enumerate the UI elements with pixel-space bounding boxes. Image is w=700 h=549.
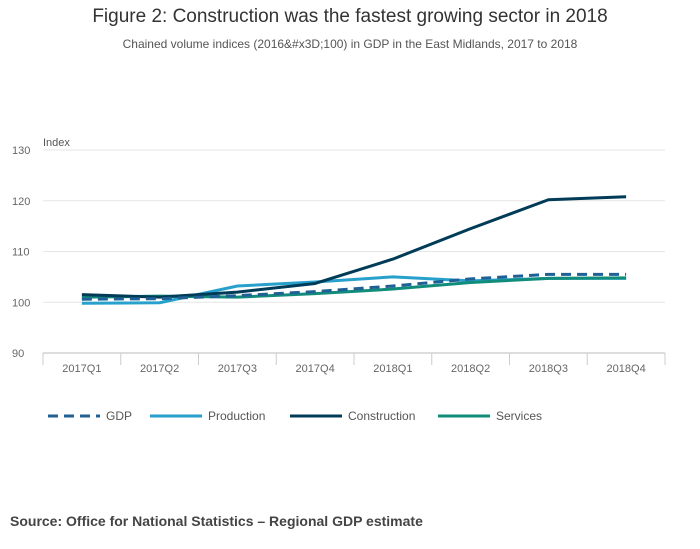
x-tick-label: 2017Q2 [140,363,179,375]
x-tick-label: 2017Q3 [218,363,257,375]
x-tick-label: 2018Q4 [607,363,646,375]
series-lines [81,195,627,305]
legend-label-services: Services [496,409,542,423]
gridlines [43,149,665,354]
x-axis: 2017Q1 2017Q2 2017Q3 2017Q4 2018Q1 2018Q2 2018… [42,353,666,375]
y-tick-label: 110 [12,247,30,259]
series-line-gdp [81,272,627,301]
y-tick-label: 130 [12,145,30,157]
y-tick-label: 100 [12,297,30,309]
series-line-construction [81,195,627,299]
x-tick-label: 2018Q3 [529,363,568,375]
x-tick-label: 2017Q1 [62,363,101,375]
x-tick-label: 2017Q4 [296,363,335,375]
y-axis: 90 100 110 120 130 Index [12,137,70,360]
x-tick-label: 2018Q1 [373,363,412,375]
chart-title: Figure 2: Construction was the fastest g… [92,6,608,27]
x-tick-label: 2018Q2 [451,363,490,375]
legend: GDP Production Construction Services [48,409,542,423]
y-tick-label: 90 [12,348,24,360]
legend-label-production: Production [208,409,265,423]
y-tick-label: 120 [12,196,30,208]
legend-label-gdp: GDP [106,409,132,423]
legend-label-construction: Construction [348,409,415,423]
chart-subtitle: Chained volume indices (2016&#x3D;100) i… [122,37,578,51]
source-note: Source: Office for National Statistics –… [10,513,423,529]
y-axis-label: Index [43,137,70,149]
